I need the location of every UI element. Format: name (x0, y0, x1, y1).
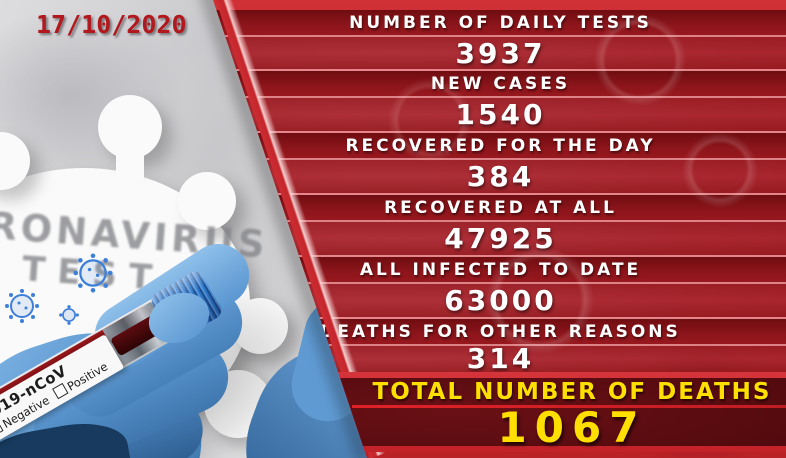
virus-doodle-icon (5, 289, 39, 323)
cutout-knob-neck (116, 148, 144, 182)
virus-doodle-icon (59, 305, 79, 325)
stat-label-band: NUMBER OF DAILY TESTS (213, 10, 786, 37)
total-deaths-box (340, 378, 786, 446)
stat-label: NEW CASES (430, 74, 571, 94)
stat-label: NUMBER OF DAILY TESTS (349, 13, 652, 33)
stat-label: RECOVERED FOR THE DAY (345, 136, 656, 156)
total-deaths-divider (352, 405, 786, 408)
stat-label-band: NEW CASES (213, 71, 786, 98)
stat-label-band: RECOVERED FOR THE DAY (213, 133, 786, 160)
stat-value-band: 384 (213, 160, 786, 195)
stat-value: 314 (466, 342, 535, 375)
stat-label: ALL INFECTED TO DATE (359, 260, 642, 280)
stat-label-band: RECOVERED AT ALL (213, 195, 786, 222)
stat-label: DEATHS FOR OTHER REASONS (320, 322, 681, 342)
date-label: 17/10/2020 (36, 10, 187, 39)
stat-value-band: 3937 (213, 37, 786, 71)
stat-value: 3937 (455, 37, 546, 70)
virus-doodle-icon (73, 253, 113, 293)
total-deaths-label: TOTAL NUMBER OF DEATHS (372, 379, 772, 405)
stat-value: 1540 (455, 98, 546, 131)
cutout-knob (178, 172, 236, 230)
stat-value-band: 1540 (213, 98, 786, 133)
stat-value: 47925 (444, 222, 557, 255)
total-deaths-value: 1067 (497, 403, 647, 452)
stat-label: RECOVERED AT ALL (384, 198, 617, 218)
stat-value: 63000 (444, 284, 557, 317)
stat-value: 384 (466, 160, 535, 193)
